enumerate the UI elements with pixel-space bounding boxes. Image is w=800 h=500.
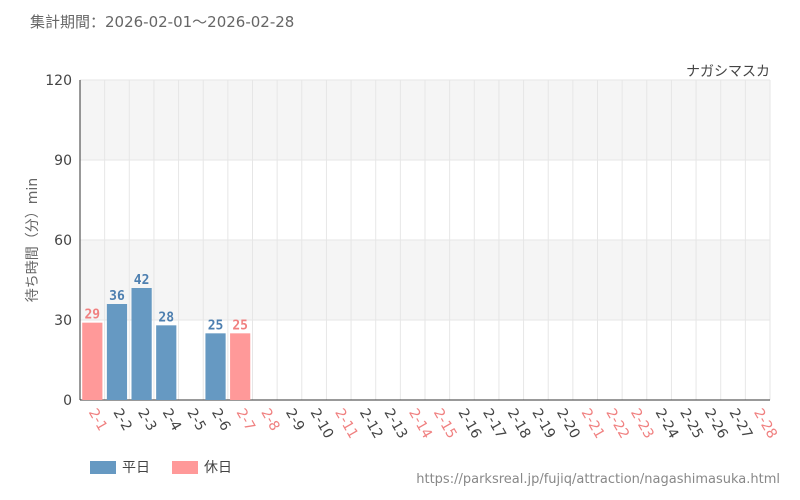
data-label: 36 [109,289,125,304]
x-tick-label: 2-9 [282,406,307,434]
legend-swatch-holiday [172,460,198,474]
y-tick-label: 120 [45,73,72,89]
x-tick-label: 2-17 [479,406,509,442]
data-label: 25 [232,318,248,333]
x-tick-label: 2-24 [652,406,682,442]
x-tick-label: 2-14 [405,406,435,442]
x-tick-label: 2-22 [602,406,632,442]
bar [106,304,128,400]
data-label: 28 [158,310,174,325]
legend-label-holiday: 休日 [204,460,232,476]
x-tick-label: 2-8 [257,406,282,434]
x-tick-label: 2-21 [578,406,608,442]
y-tick-label: 0 [63,393,72,409]
y-tick-label: 30 [54,313,72,329]
legend-item-weekday[interactable]: 平日 [90,457,150,477]
x-tick-label: 2-6 [208,406,233,434]
x-tick-label: 2-15 [430,406,460,442]
bar [156,325,177,400]
x-tick-label: 2-18 [504,406,534,442]
x-tick-label: 2-23 [627,406,657,442]
x-tick-label: 2-25 [676,406,706,442]
y-tick-label: 60 [54,233,72,249]
x-tick-label: 2-12 [356,406,386,442]
aggregation-period: 集計期間：2026-02-01〜2026-02-28 [30,13,295,31]
y-tick-label: 90 [54,153,72,169]
x-tick-label: 2-20 [553,406,583,442]
source-url: https://parksreal.jp/fujiq/attraction/na… [416,472,780,487]
x-tick-label: 2-2 [110,406,135,434]
x-tick-label: 2-4 [159,406,184,434]
bar [205,333,226,400]
legend-swatch-weekday [90,460,116,474]
bar [82,322,103,400]
x-tick-label: 2-3 [134,406,159,434]
x-tick-label: 2-16 [455,406,485,442]
x-tick-label: 2-5 [183,406,208,434]
bar [131,288,152,400]
x-tick-label: 2-7 [233,406,258,434]
y-axis-label: 待ち時間（分）min [25,178,41,302]
bar [230,333,251,400]
x-tick-label: 2-28 [750,406,780,442]
x-tick-label: 2-11 [331,406,361,442]
x-tick-label: 2-27 [726,406,756,442]
legend-item-holiday[interactable]: 休日 [172,457,232,477]
data-label: 25 [208,318,224,333]
legend: 平日 休日 [90,457,232,477]
x-tick-label: 2-19 [528,406,558,442]
legend-label-weekday: 平日 [122,460,150,476]
x-tick-label: 2-10 [307,406,337,442]
x-tick-label: 2-26 [701,406,731,442]
data-label: 29 [84,308,100,323]
data-label: 42 [134,273,150,288]
x-tick-label: 2-13 [381,406,411,442]
x-tick-label: 2-1 [85,406,110,434]
chart-title: ナガシマスカ [686,64,770,80]
